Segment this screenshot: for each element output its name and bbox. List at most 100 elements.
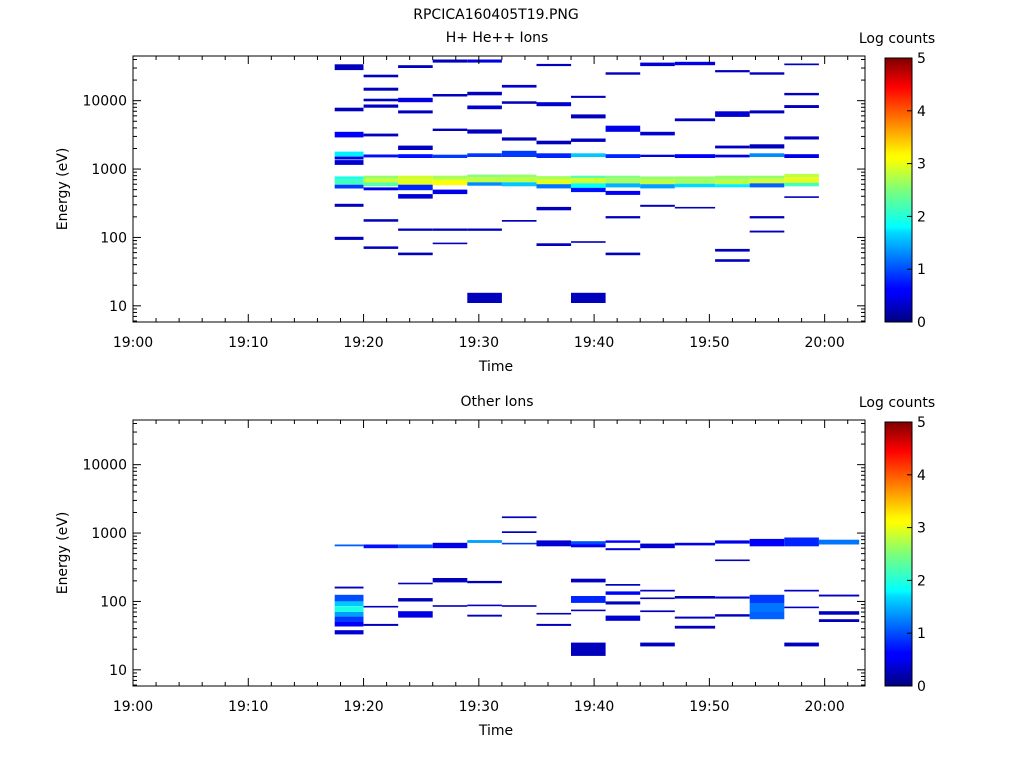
heatmap-cell	[467, 153, 502, 157]
x-axis-label: Time	[478, 359, 513, 375]
heatmap-cell	[467, 129, 502, 134]
heatmap-cell	[715, 259, 750, 262]
heatmap-cell	[640, 642, 675, 647]
heatmap-cell	[640, 62, 675, 67]
heatmap-cell	[363, 178, 399, 183]
heatmap-cell	[784, 105, 819, 108]
y-axis: 10 100 1000 10000	[82, 422, 865, 686]
heatmap-cell	[334, 606, 364, 613]
heatmap-cell	[334, 64, 364, 71]
y-tick-label: 10	[109, 663, 127, 679]
plot-area	[133, 420, 865, 686]
heatmap-cell	[334, 236, 364, 240]
heatmap-cell	[334, 184, 364, 189]
heatmap-cell	[605, 252, 641, 256]
heatmap-cell	[640, 154, 675, 157]
heatmap-cell	[605, 591, 641, 595]
heatmap-cell	[674, 183, 716, 188]
x-tick-label: 19:30	[459, 699, 499, 715]
heatmap-cell	[363, 74, 399, 78]
heatmap-cell	[467, 174, 502, 178]
heatmap-cell	[363, 623, 399, 626]
heatmap-cell	[715, 179, 750, 185]
x-tick-label: 19:50	[689, 699, 729, 715]
y-tick-label: 1000	[91, 526, 127, 542]
heatmap-cell	[571, 541, 606, 545]
heatmap-cell	[363, 605, 399, 608]
heatmap-cell	[501, 137, 537, 141]
heatmap-cell	[605, 540, 641, 543]
heatmap-cell	[605, 190, 641, 195]
heatmap-cell	[398, 179, 433, 185]
heatmap-cell	[363, 246, 399, 249]
heatmap-cell	[571, 642, 606, 656]
heatmap-cell	[715, 540, 750, 544]
colorbar	[884, 57, 913, 323]
heatmap-cell	[749, 110, 785, 114]
heatmap-cell	[501, 177, 537, 183]
figure-title: RPCICA160405T19.PNG	[413, 7, 578, 23]
heatmap-cell	[467, 540, 502, 543]
colorbar-tick-label: 1	[917, 626, 926, 642]
heatmap-cell	[640, 589, 675, 592]
heatmap-cell	[571, 183, 606, 188]
heatmap-cell	[749, 216, 785, 219]
plot-frame	[132, 55, 866, 323]
heatmap-cell	[674, 542, 716, 546]
heatmap-cell	[640, 176, 675, 180]
heatmap-cell	[784, 177, 819, 183]
heatmap-cell	[501, 150, 537, 157]
x-tick-label: 19:10	[228, 335, 268, 351]
heatmap-cell	[605, 615, 641, 621]
heatmap-cell	[605, 584, 641, 586]
heatmap-cell	[571, 153, 606, 157]
heatmap-cell	[536, 153, 572, 158]
heatmap-cell	[715, 248, 750, 252]
colorbar-label: Log counts	[859, 395, 935, 411]
heatmap-cell	[334, 616, 364, 622]
heatmap-cell	[501, 605, 537, 607]
heatmap-cell	[398, 97, 433, 103]
panel-title: Other Ions	[460, 394, 533, 410]
heatmap-cell	[334, 203, 364, 207]
heatmap-cell	[334, 594, 364, 602]
x-tick-label: 20:00	[804, 699, 844, 715]
panel-other-ions: Other Ions Log counts 19:00 19:10 19:20 19:…	[55, 394, 935, 739]
colorbar-tick-label: 5	[917, 51, 926, 67]
y-tick-label: 100	[100, 594, 127, 610]
heatmap-cell	[605, 154, 641, 158]
colorbar-tick-label: 2	[917, 573, 926, 589]
heatmap-cell	[571, 544, 606, 548]
heatmap-cell	[467, 604, 502, 607]
heatmap-cell	[398, 184, 433, 191]
x-tick-label: 19:20	[343, 335, 383, 351]
panel-title: H+ He++ Ions	[446, 30, 549, 46]
heatmap-cell	[674, 625, 716, 629]
heatmap-cell	[334, 601, 364, 607]
heatmap-cell	[571, 114, 606, 119]
heatmap-cell	[605, 178, 641, 184]
heatmap-cell	[749, 603, 785, 613]
heatmap-cell	[640, 179, 675, 185]
heatmap-cell	[640, 204, 675, 207]
heatmap-cell	[640, 543, 675, 549]
heatmap-cell	[715, 184, 750, 188]
heatmap-cell	[749, 183, 785, 188]
heatmap-cell	[571, 578, 606, 583]
heatmap-cell	[640, 597, 675, 600]
colorbar-tick-label: 3	[917, 157, 926, 173]
heatmap-cell	[467, 177, 502, 183]
heatmap-cell	[501, 174, 537, 178]
heatmap-cell	[501, 182, 537, 187]
y-tick-label: 1000	[91, 162, 127, 178]
heatmap-cell	[674, 206, 716, 209]
heatmap-cell	[363, 154, 399, 158]
heatmap-cell	[536, 63, 572, 67]
heatmap-cell	[784, 537, 819, 547]
heatmap-cell	[501, 84, 537, 88]
heatmap-cell	[363, 175, 399, 179]
colorbar-tick-label: 2	[917, 209, 926, 225]
heatmap-cell	[334, 156, 364, 160]
heatmap-cell	[501, 516, 537, 519]
heatmap-cell	[467, 182, 502, 186]
